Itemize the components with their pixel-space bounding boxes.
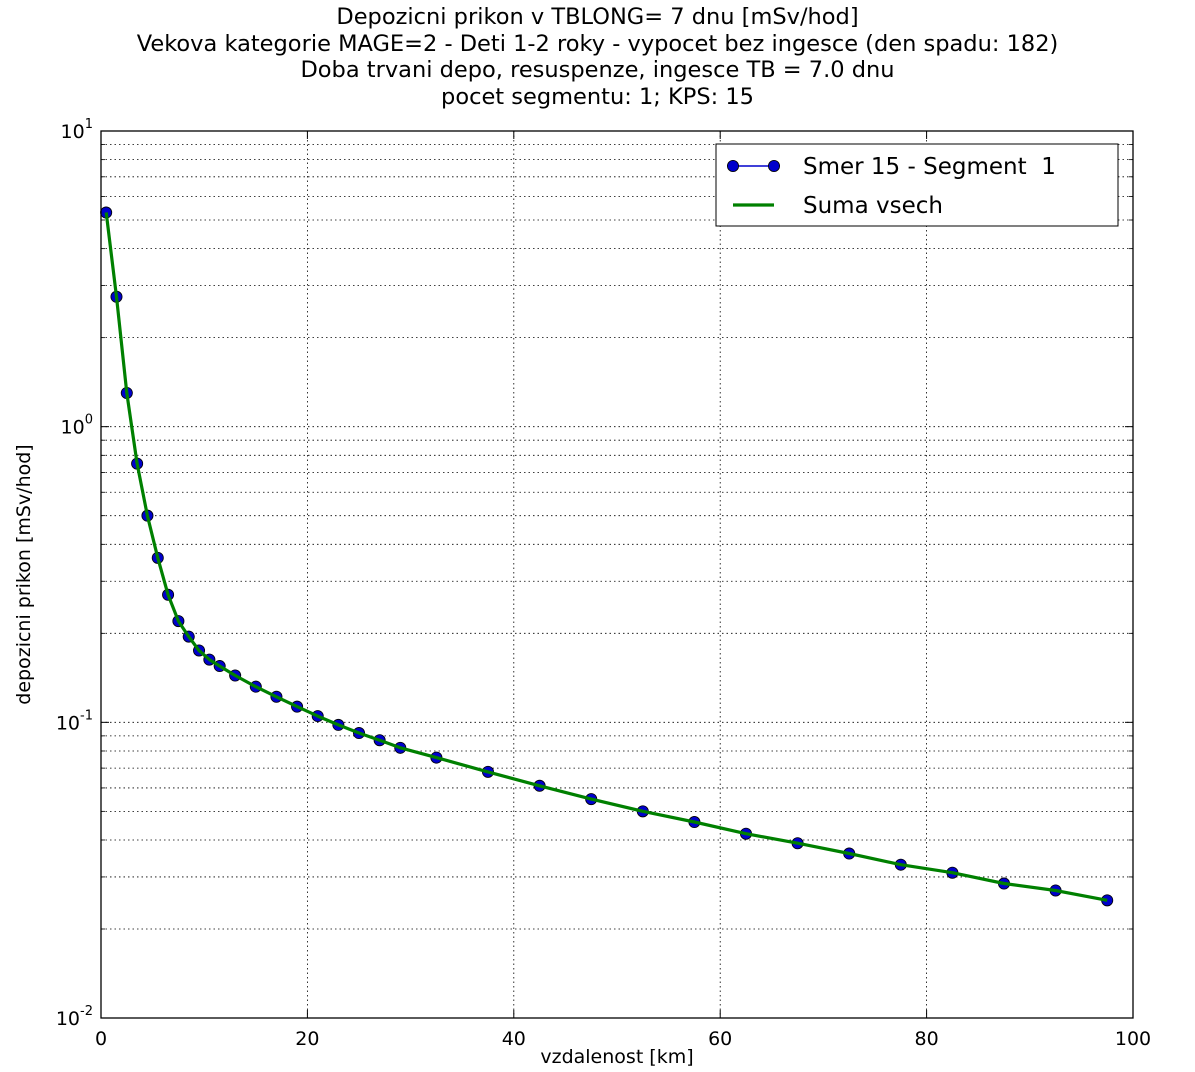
y-tick-label: 10-2	[56, 1004, 93, 1030]
y-tick-label: 101	[61, 117, 93, 143]
x-tick-label: 60	[708, 1028, 732, 1050]
plot-frame	[100, 130, 1134, 1019]
legend[interactable]: Smer 15 - Segment 1 Suma vsech	[715, 143, 1119, 227]
legend-marker-smer-15	[727, 159, 740, 172]
chart-title-line-2: Vekova kategorie MAGE=2 - Deti 1-2 roky …	[136, 30, 1059, 57]
series-layer	[100, 206, 1114, 907]
chart-title: Depozicni prikon v TBLONG= 7 dnu [mSv/ho…	[0, 4, 1195, 111]
x-tick-label: 100	[1115, 1028, 1151, 1050]
chart-title-line-1: Depozicni prikon v TBLONG= 7 dnu [mSv/ho…	[336, 4, 859, 30]
legend-label-smer-15[interactable]: Smer 15 - Segment 1	[803, 154, 1056, 180]
x-tick-label: 0	[95, 1028, 107, 1050]
y-tick-exponent: 1	[85, 117, 93, 132]
y-tick-exponent: -2	[80, 1004, 93, 1019]
legend-marker-smer-15	[768, 159, 781, 172]
x-tick-label: 40	[502, 1028, 526, 1050]
x-tick-label: 80	[915, 1028, 939, 1050]
x-axis-label: vzdalenost [km]	[540, 1046, 693, 1068]
y-tick-exponent: -1	[80, 708, 93, 723]
chart-title-line-3: Doba trvani depo, resuspenze, ingesce TB…	[300, 57, 895, 84]
legend-box	[715, 143, 1119, 227]
y-tick-label: 100	[61, 413, 93, 439]
grid	[101, 131, 1133, 1018]
y-axis-label: depozicni prikon [mSv/hod]	[13, 444, 35, 704]
chart-title-line-4: pocet segmentu: 1; KPS: 15	[441, 84, 754, 111]
series-line-suma-vsech	[104, 212, 1108, 902]
x-tick-label: 20	[295, 1028, 319, 1050]
series-line-smer-15	[105, 212, 1108, 902]
y-tick-label: 10-1	[56, 708, 93, 734]
legend-label-suma-vsech[interactable]: Suma vsech	[803, 193, 943, 219]
y-tick-exponent: 0	[85, 413, 93, 428]
